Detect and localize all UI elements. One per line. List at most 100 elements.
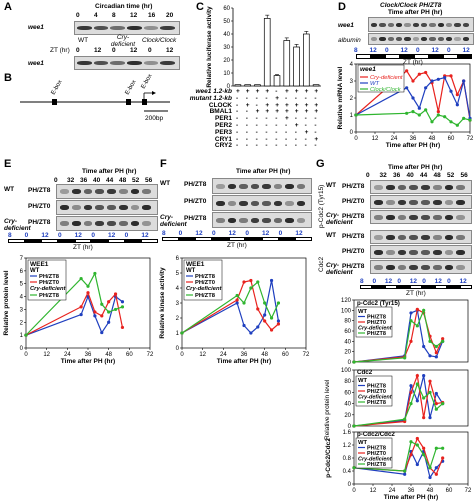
d-point-1-1 — [405, 86, 409, 90]
d-xtick-label-4: 48 — [429, 136, 436, 142]
g3-ytick-label-3: 1.2 — [343, 443, 352, 449]
g1-ytick-label-2: 40 — [344, 339, 351, 345]
e-zt-tick-2: 12 — [41, 232, 49, 239]
g-time-tick-0: 0 — [366, 172, 370, 179]
g1-row-cond-2: PH/ZT8 — [342, 213, 365, 220]
c-ytick-label-6: 60 — [223, 6, 230, 12]
e-row-band-0-2 — [83, 189, 93, 194]
f-ytick-label-4: 4 — [176, 286, 180, 292]
f-row-band-0-6 — [285, 183, 294, 189]
e-ytick-label-2: 2 — [20, 320, 24, 326]
e-zt-tick-8: 12 — [141, 232, 149, 239]
f-point-2-3 — [249, 286, 253, 290]
g-zt-tick-1: 0 — [372, 278, 377, 285]
g2-row-band-1-5 — [432, 249, 442, 255]
e-point-0-1 — [79, 312, 83, 317]
g2-row-band-1-0 — [374, 249, 383, 255]
a2-band-2 — [110, 61, 125, 65]
d-zt-seg-5 — [428, 54, 443, 59]
f-zt-tick-1: 0 — [178, 230, 183, 237]
f-row-band-1-0 — [216, 200, 225, 206]
g1-point-1-3 — [415, 307, 419, 311]
dw-band-9 — [446, 22, 453, 27]
d-zt-tick-5: 12 — [431, 47, 439, 54]
g2-point-1-3 — [415, 374, 419, 378]
g1-row-band-0-5 — [432, 184, 442, 190]
g2-point-0-3 — [415, 399, 419, 403]
dal-band-7 — [429, 37, 436, 41]
c-bar-4 — [273, 75, 281, 87]
g-zt-label: ZT (hr) — [406, 290, 426, 297]
g1-row-band-1-3 — [409, 199, 418, 205]
f-row-band-0-2 — [239, 183, 248, 189]
c-sign-6-4: - — [275, 128, 278, 136]
g1-row-blot-2 — [370, 210, 472, 224]
g2-ytick-label-3: 60 — [344, 390, 351, 396]
dal-band-8 — [437, 37, 444, 41]
f-header: Time after PH (hr) — [236, 168, 291, 175]
f-point-0-2 — [242, 323, 246, 328]
d-zt-tick-6: 0 — [447, 47, 451, 54]
g1-row-band-1-1 — [385, 199, 395, 205]
g2-row-geno-2: Cry-deficient — [326, 262, 353, 276]
f-row-cond-1: PH/ZT0 — [184, 198, 207, 205]
e-point-2-7 — [120, 305, 125, 309]
f-xtick-label-0: 0 — [180, 352, 184, 358]
f-row-band-1-6 — [285, 200, 294, 206]
f-ytick-label-5: 5 — [176, 271, 180, 277]
c-bar-0 — [234, 84, 242, 87]
a1-band-5 — [160, 26, 175, 30]
f-row-band-1-1 — [227, 200, 236, 206]
g3-ytick-label-1: 0.4 — [343, 469, 352, 475]
c-bar-7 — [303, 33, 310, 87]
e-row-band-2-0 — [60, 221, 69, 226]
d-zt-lightbar — [356, 54, 472, 59]
e-point-1-2 — [86, 291, 90, 295]
f-zt-tick-8: 12 — [295, 230, 303, 237]
c-sign-5-8: - — [314, 122, 317, 129]
g3-xtick-label-4: 48 — [427, 488, 434, 494]
e-xtick-label-1: 12 — [43, 352, 50, 358]
e-zt-seg-2 — [41, 239, 58, 243]
d-zt-tick-0: 8 — [354, 47, 358, 54]
g-zt-seg-0 — [360, 285, 373, 289]
d-zt-seg-6 — [443, 54, 458, 59]
e-point-2-5 — [107, 310, 111, 314]
f-row-band-0-0 — [216, 183, 225, 189]
dw-band-11 — [462, 22, 469, 27]
f-xtick-label-6: 72 — [303, 352, 310, 358]
dw-band-3 — [396, 22, 403, 27]
c-sign-4-3: - — [265, 115, 268, 123]
c-bar-1 — [244, 84, 251, 87]
e-legend-box — [27, 259, 67, 301]
b-ebox-label-2: E-box — [125, 79, 138, 96]
panel-label-f: F — [160, 158, 167, 170]
g3-point-2-4 — [422, 453, 426, 457]
d-point-1-2 — [411, 96, 415, 100]
g1-ytick-label-6: 120 — [341, 298, 352, 304]
c-sign-8-2: - — [255, 142, 258, 150]
e-time-tick-6: 52 — [132, 177, 140, 184]
f-point-0-3 — [249, 331, 253, 335]
d-point-1-3 — [417, 106, 421, 110]
g1-row-band-0-6 — [444, 184, 454, 190]
f-row-band-1-7 — [296, 200, 305, 206]
e-row-band-2-1 — [71, 221, 81, 226]
e-ytick-label-3: 3 — [20, 307, 24, 313]
c-row-label-5: PER2 — [215, 122, 232, 129]
f-zt-seg-7 — [278, 237, 296, 241]
e-point-0-4 — [100, 330, 104, 335]
g2-point-2-0 — [352, 424, 356, 428]
dal-band-3 — [396, 37, 403, 41]
e-row-band-1-6 — [130, 205, 140, 210]
f-row-blot-1 — [212, 195, 312, 211]
f-point-1-3 — [249, 278, 253, 283]
c-ytick-label-0: 0 — [227, 84, 231, 90]
e-xtick-label-5: 60 — [126, 352, 133, 358]
g3-point-2-0 — [352, 466, 356, 470]
e-legend-title: WEE1 — [30, 261, 49, 268]
c-sign-4-5: + — [285, 115, 289, 123]
e-row-blot-0 — [56, 184, 158, 199]
c-construct-table: wee1 1.2-kb + + + + - + + + + mutant 1.2-kb - - - - + - -… — [176, 88, 336, 150]
c-sign-2-8: + — [314, 101, 319, 109]
